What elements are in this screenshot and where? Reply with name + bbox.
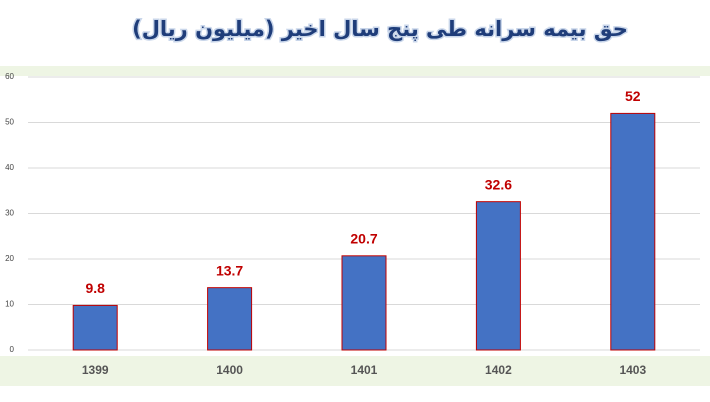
- chart-title: حق بیمه سرانه طی پنج سال اخیر (میلیون ری…: [132, 17, 628, 41]
- y-tick-label: 20: [5, 254, 14, 263]
- x-tick-label: 1400: [216, 363, 243, 377]
- bar: [610, 112, 656, 351]
- value-label: 52: [625, 88, 641, 104]
- y-tick-label: 60: [5, 72, 14, 81]
- bar: [341, 255, 387, 351]
- y-tick-label: 0: [10, 345, 15, 354]
- value-label: 20.7: [350, 231, 377, 247]
- x-tick-label: 1403: [619, 363, 646, 377]
- y-tick-label: 30: [5, 209, 14, 218]
- bar: [207, 287, 253, 351]
- value-label: 13.7: [216, 262, 243, 278]
- value-label: 32.6: [485, 176, 512, 192]
- x-tick-label: 1401: [351, 363, 378, 377]
- x-tick-label: 1402: [485, 363, 512, 377]
- y-tick-label: 50: [5, 118, 14, 127]
- y-tick-label: 10: [5, 300, 14, 309]
- category-band: [0, 356, 710, 386]
- y-tick-label: 40: [5, 163, 14, 172]
- bar: [72, 304, 118, 351]
- x-tick-label: 1399: [82, 363, 109, 377]
- top-band: [0, 66, 710, 76]
- bar: [475, 201, 521, 351]
- value-label: 9.8: [85, 280, 105, 296]
